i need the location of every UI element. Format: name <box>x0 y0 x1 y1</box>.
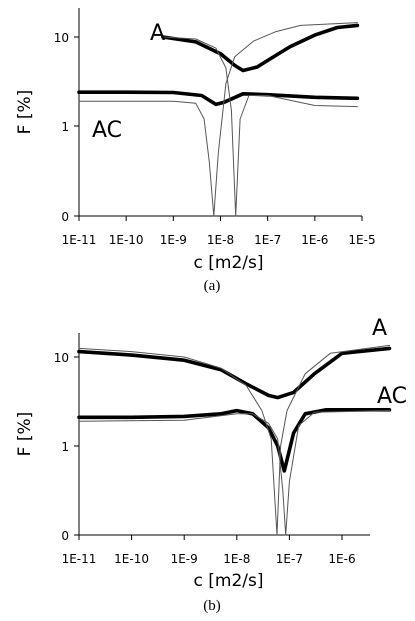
series-label-ac: AC <box>92 118 122 143</box>
y-axis-label: F [%] <box>15 90 35 135</box>
y-tick-label: 1 <box>61 440 69 454</box>
x-axis-label: c [m2/s] <box>194 571 264 591</box>
x-tick-label: 1E-9 <box>171 552 198 566</box>
y-tick-label: 0 <box>61 529 69 543</box>
panel-caption: (a) <box>204 278 221 294</box>
x-tick-label: 1E-9 <box>160 233 187 247</box>
series-label-a: A <box>372 316 387 341</box>
x-tick-label: 1E-8 <box>207 233 234 247</box>
series-line-ref-3 <box>78 344 390 536</box>
x-tick-label: 1E-5 <box>348 233 375 247</box>
y-axis-label: F [%] <box>15 412 35 457</box>
series-line-a <box>77 346 392 400</box>
series-line-ac <box>77 408 392 473</box>
panel-caption: (b) <box>203 598 221 614</box>
y-tick-label: 10 <box>54 31 69 45</box>
series-line-ref-4 <box>162 36 358 217</box>
y-tick-label: 0 <box>61 210 69 224</box>
x-tick-label: 1E-7 <box>254 233 281 247</box>
x-tick-label: 1E-11 <box>62 233 97 247</box>
chart-panel-1: 1E-11 1E-10 1E-9 1E-8 1E-7 1E-6 1E-5 0 1 10 A AC c [… <box>15 8 376 294</box>
chart-panel-2: 1E-11 1E-10 1E-9 1E-8 1E-7 1E-6 0 1 10 A AC c [m2/s… <box>15 316 407 614</box>
x-tick-label: 1E-6 <box>301 233 328 247</box>
series-line-ref-4 <box>78 410 390 536</box>
y-tick-label: 10 <box>54 351 69 365</box>
x-tick-label: 1E-8 <box>223 552 250 566</box>
x-tick-label: 1E-11 <box>62 552 97 566</box>
series-line-ref-3 <box>78 22 358 217</box>
x-tick-label: 1E-7 <box>276 552 303 566</box>
series-line-a <box>161 23 360 73</box>
series-line-ac <box>77 90 360 107</box>
series-label-a: A <box>150 21 165 46</box>
x-tick-label: 1E-10 <box>109 233 144 247</box>
x-tick-label: 1E-10 <box>114 552 149 566</box>
x-tick-label: 1E-6 <box>328 552 355 566</box>
x-axis-label: c [m2/s] <box>194 253 264 273</box>
series-label-ac: AC <box>377 384 407 409</box>
y-tick-label: 1 <box>61 120 69 134</box>
